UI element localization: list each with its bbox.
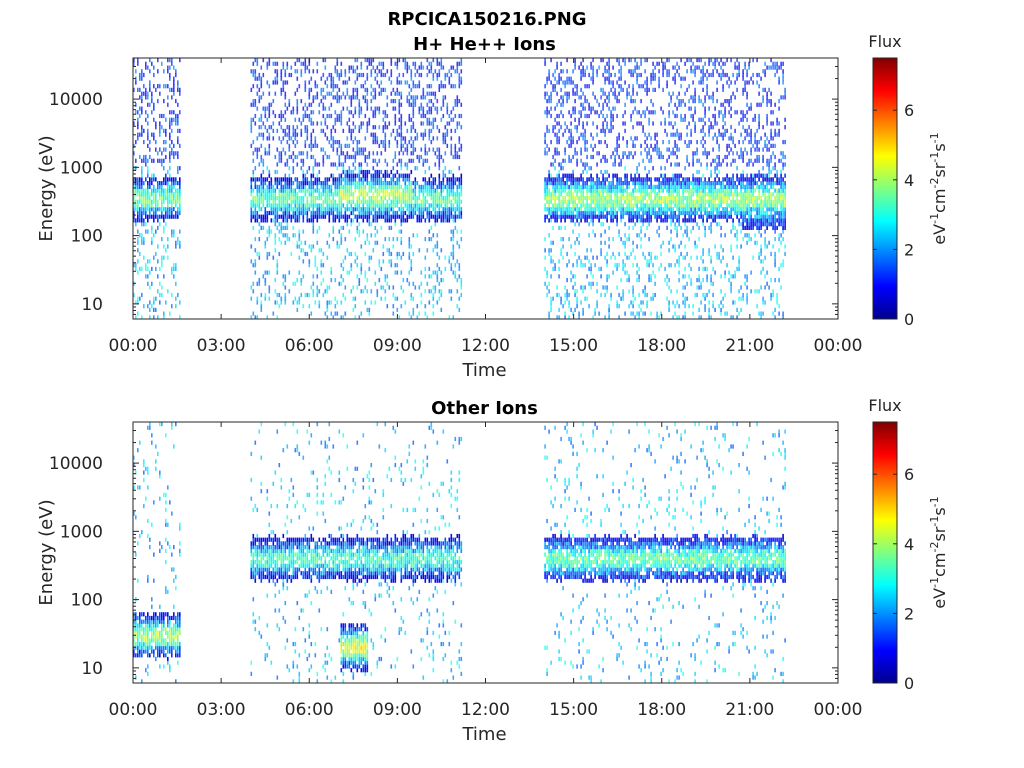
colorbar-tick-label: 0 [904,310,914,329]
x-tick-label: 15:00 [549,336,598,356]
colorbar-gradient [872,421,898,684]
colorbar-tick-label: 2 [904,604,914,623]
y-axis-label: Energy (eV) [36,499,57,605]
y-tick-label: 10 [81,295,103,315]
y-tick-label: 100 [71,227,103,247]
panel-title: H+ He++ Ions [413,34,556,55]
data-interval [133,422,181,683]
x-axis-label: Time [461,360,506,381]
colorbar-label: Flux [868,32,901,51]
y-tick-label: 100 [71,591,103,611]
plot-frame [132,421,839,684]
colorbar-tick-label: 4 [904,535,914,554]
colorbar-units: eV-1cm-2sr-1s-1 [928,132,949,244]
y-tick-label: 1000 [60,522,103,542]
y-tick-label: 10000 [49,90,103,110]
colorbar-tick-label: 0 [904,674,914,693]
heatmap-cells [133,422,786,683]
x-tick-label: 09:00 [373,336,422,356]
data-interval [544,58,786,319]
data-interval [250,58,463,319]
x-tick-label: 03:00 [197,336,246,356]
panel-1: H+ He++ Ions 00:00 03:00 06:00 09:00 12:00 15:… [36,32,949,381]
x-tick-label: 06:00 [285,336,334,356]
x-tick-label: 21:00 [725,336,774,356]
x-tick-label: 00:00 [109,700,158,720]
x-tick-label: 09:00 [373,700,422,720]
colorbar-units: eV-1cm-2sr-1s-1 [928,496,949,608]
x-tick-label: 15:00 [549,700,598,720]
data-interval [133,58,181,319]
x-tick-label: 00:00 [814,336,863,356]
colorbar-tick-label: 6 [904,465,914,484]
heatmap-cells [133,58,786,319]
x-tick-label: 12:00 [461,336,510,356]
colorbar-tick-label: 6 [904,101,914,120]
colorbar: Flux 0 2 4 6 eV-1cm-2sr-1s-1 [868,32,949,329]
data-interval [250,422,463,683]
data-interval [544,422,786,683]
x-tick-label: 00:00 [814,700,863,720]
y-tick-label: 10000 [49,454,103,474]
x-tick-label: 00:00 [109,336,158,356]
figure-title: RPCICA150216.PNG [387,9,586,30]
x-tick-label: 06:00 [285,700,334,720]
colorbar: Flux 0 2 4 6 eV-1cm-2sr-1s-1 [868,396,949,693]
colorbar-label: Flux [868,396,901,415]
y-axis-label: Energy (eV) [36,135,57,241]
x-tick-label: 18:00 [637,700,686,720]
x-tick-label: 03:00 [197,700,246,720]
x-axis-label: Time [461,724,506,745]
x-tick-label: 12:00 [461,700,510,720]
panel-2: Other Ions 00:00 03:00 06:00 09:00 12:00 15:00… [36,396,949,745]
colorbar-tick-label: 2 [904,240,914,259]
y-tick-label: 10 [81,659,103,679]
y-tick-label: 1000 [60,158,103,178]
x-tick-label: 21:00 [725,700,774,720]
plot-frame [132,57,839,320]
colorbar-tick-label: 4 [904,171,914,190]
colorbar-gradient [872,57,898,320]
panel-title: Other Ions [431,398,538,419]
x-tick-label: 18:00 [637,336,686,356]
